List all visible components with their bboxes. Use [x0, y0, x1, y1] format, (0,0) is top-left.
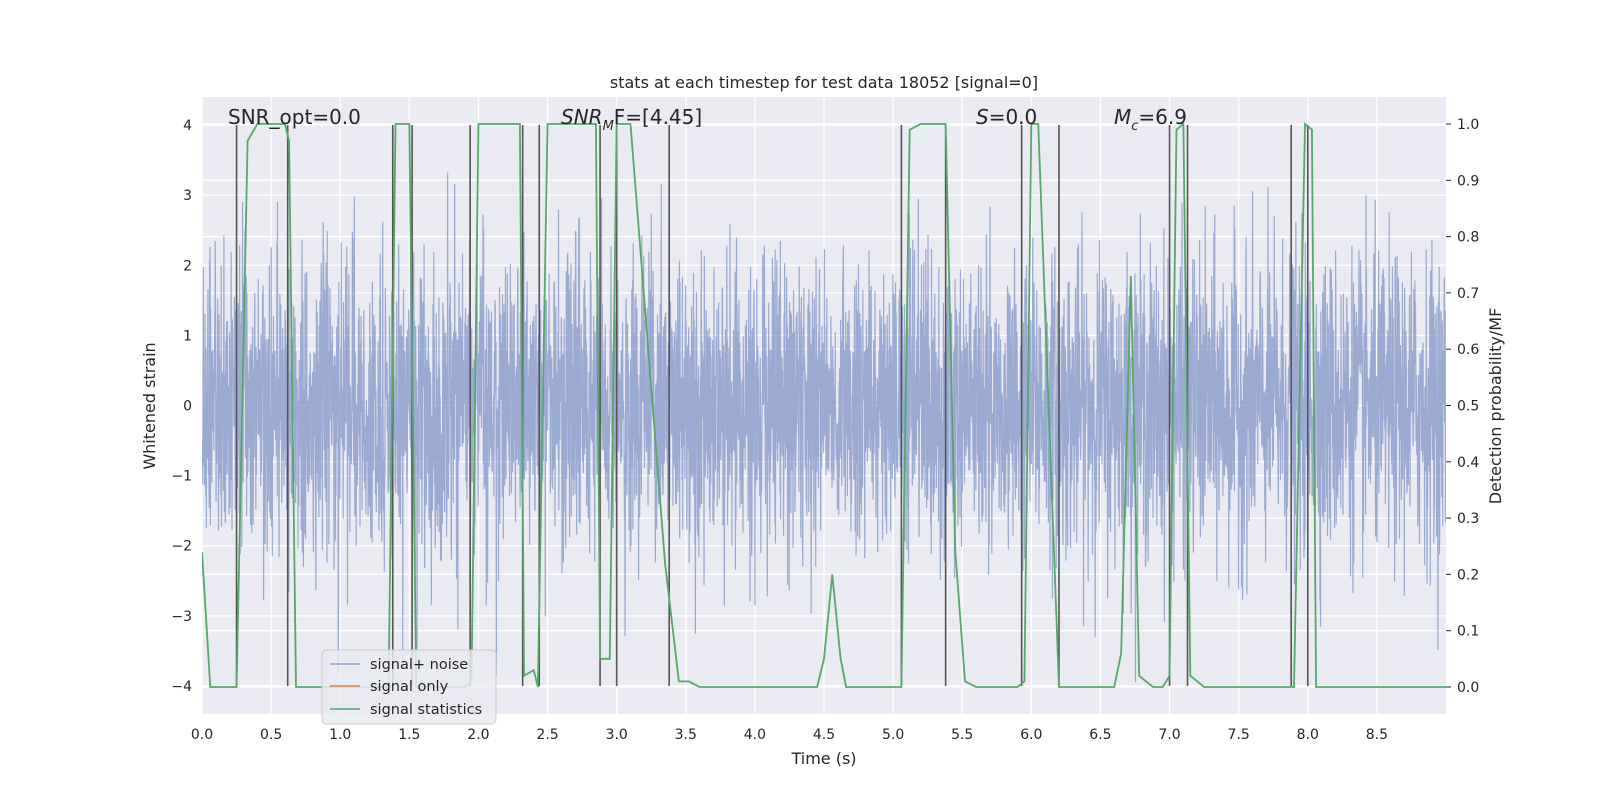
chart-title: stats at each timestep for test data 180…	[610, 73, 1038, 92]
y-right-tick-label: 1.0	[1457, 117, 1479, 133]
y-tick-label: 2	[183, 258, 192, 274]
y-right-tick-label: 0.5	[1457, 399, 1479, 415]
x-tick-label: 8.0	[1297, 727, 1319, 743]
y-right-tick-label: 0.0	[1457, 680, 1479, 696]
annotation-snr-mf: SNRMF=[4.45]	[561, 105, 702, 134]
annotation-snr-mf-sub: M	[603, 119, 614, 134]
y-right-tick-label: 0.1	[1457, 624, 1479, 640]
annotation-mc: Mc=6.9	[1114, 105, 1187, 134]
x-tick-label: 5.0	[882, 727, 904, 743]
x-tick-label: 3.0	[606, 727, 628, 743]
y-tick-label: 0	[183, 399, 192, 415]
tick-labels: 0.0 0.5 1.0 1.5 2.0 2.5 3.0 3.5 4.0 4.5 5.0 5.5 6.0 6…	[171, 117, 1479, 743]
annotation-mc-main: M	[1114, 105, 1131, 129]
x-axis-label: Time (s)	[790, 749, 856, 768]
x-tick-label: 1.5	[398, 727, 420, 743]
x-tick-label: 6.5	[1089, 727, 1111, 743]
y-right-tick-label: 0.4	[1457, 455, 1479, 471]
legend-label-signal-noise: signal+ noise	[370, 657, 468, 673]
y-right-tick-label: 0.9	[1457, 173, 1479, 189]
y-tick-label: −1	[171, 469, 192, 485]
legend-label-signal-only: signal only	[370, 679, 449, 695]
x-tick-label: 8.5	[1366, 727, 1388, 743]
annotation-s: S=0.0	[976, 105, 1037, 129]
y-tick-label: 4	[183, 118, 192, 134]
y-right-tick-label: 0.7	[1457, 286, 1479, 302]
x-tick-label: 7.5	[1228, 727, 1250, 743]
x-tick-label: 2.0	[467, 727, 489, 743]
annotation-mc-sub: c	[1131, 119, 1138, 134]
annotation-s-main: S	[976, 105, 989, 129]
x-tick-label: 7.0	[1158, 727, 1180, 743]
y-right-tick-label: 0.3	[1457, 511, 1479, 527]
annotation-snr-mf-main: SNR	[561, 105, 603, 129]
annotation-snr-mf-rest: F=[4.45]	[614, 105, 702, 129]
legend: signal+ noise signal only signal statist…	[321, 649, 497, 725]
x-tick-label: 0.0	[191, 727, 213, 743]
y-axis-right-label: Detection probability/MF	[1486, 308, 1505, 505]
y-tick-label: 3	[183, 188, 192, 204]
legend-box	[321, 649, 497, 725]
y-tick-label: −3	[171, 609, 192, 625]
x-tick-label: 4.0	[744, 727, 766, 743]
y-tick-label: −2	[171, 539, 192, 555]
legend-label-signal-statistics: signal statistics	[370, 702, 482, 718]
y-right-tick-label: 0.2	[1457, 567, 1479, 583]
y-axis-label: Whitened strain	[140, 342, 159, 469]
x-tick-label: 4.5	[813, 727, 835, 743]
annotation-snr-opt: SNR_opt=0.0	[228, 105, 361, 129]
annotation-s-rest: =0.0	[989, 105, 1038, 129]
x-tick-label: 2.5	[536, 727, 558, 743]
signal-statistics-line	[202, 122, 1446, 688]
y-tick-label: 1	[183, 328, 192, 344]
x-tick-label: 3.5	[675, 727, 697, 743]
y-right-tick-label: 0.6	[1457, 342, 1479, 358]
x-tick-label: 6.0	[1020, 727, 1042, 743]
noise-series-line	[202, 172, 1446, 683]
x-tick-label: 1.0	[329, 727, 351, 743]
noise-layer	[202, 172, 1446, 683]
x-tick-label: 5.5	[951, 727, 973, 743]
y-right-tick-label: 0.8	[1457, 230, 1479, 246]
x-tick-label: 0.5	[260, 727, 282, 743]
y-tick-label: −4	[171, 679, 192, 695]
stat-layer	[202, 122, 1446, 688]
annotation-mc-rest: =6.9	[1138, 105, 1187, 129]
